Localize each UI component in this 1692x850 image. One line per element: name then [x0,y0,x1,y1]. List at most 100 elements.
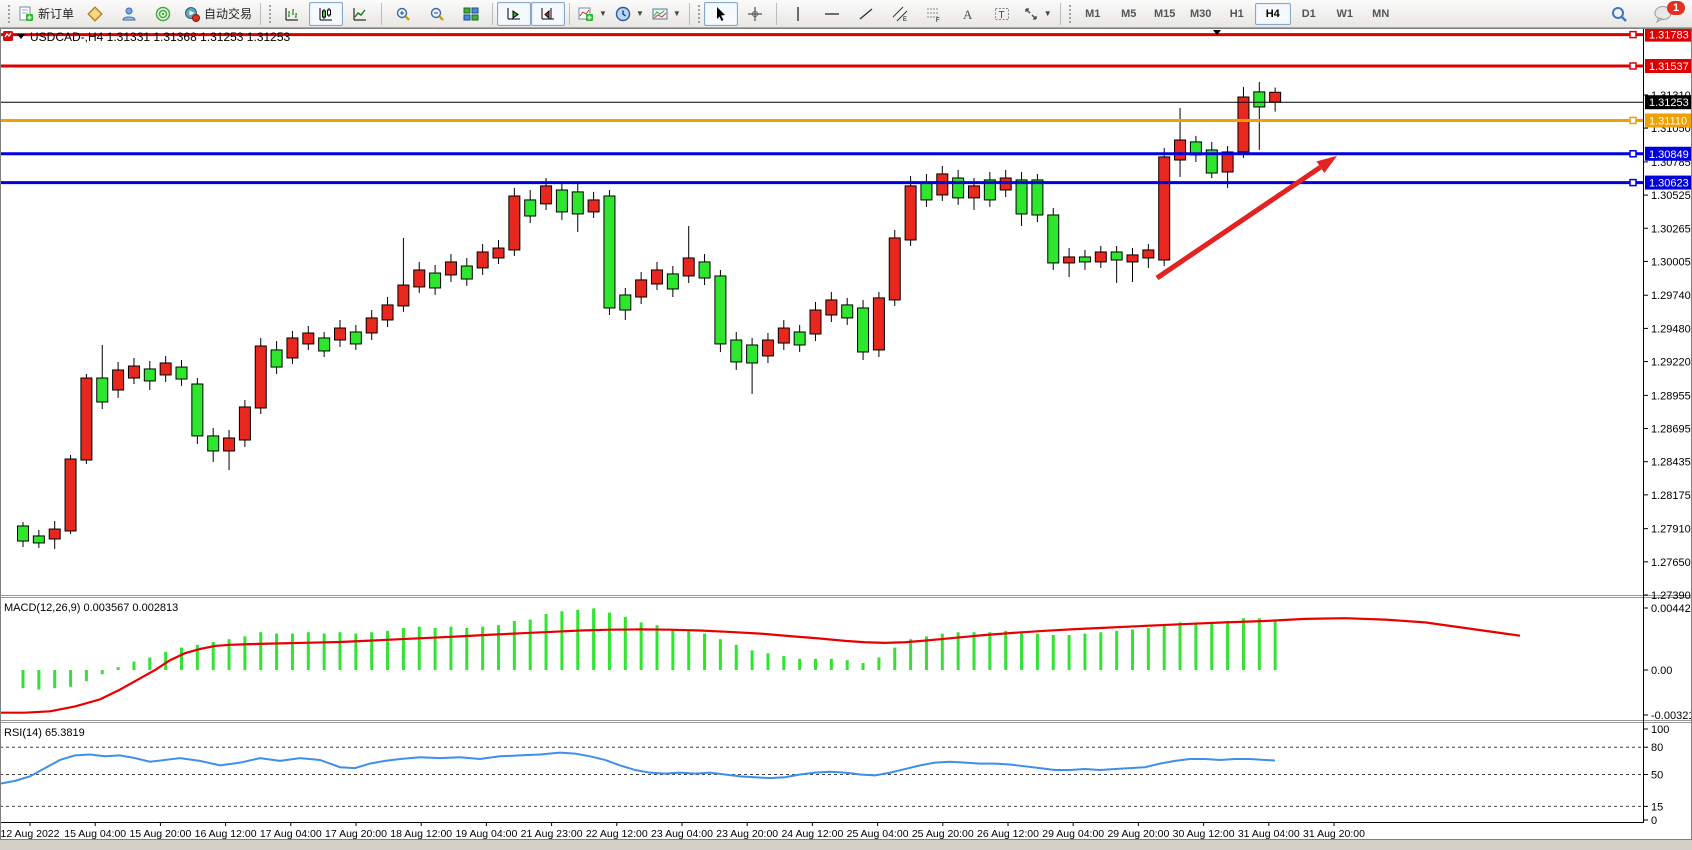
symbol-dropdown-icon [17,34,25,39]
news-button[interactable] [146,2,180,26]
toolbar-grip [696,3,701,24]
text-label-button[interactable]: T [985,2,1019,26]
timeframe-group: M1 M5 M15 M30 H1 H4 D1 W1 MN [1075,2,1399,25]
tile-windows-button[interactable] [454,2,488,26]
svg-text:1.27650: 1.27650 [1651,557,1691,569]
timeframe-button-M15[interactable]: M15 [1154,7,1176,20]
candles-layer [17,81,1282,549]
candlestick-chart-button[interactable] [309,1,344,26]
rsi-line [0,751,1276,785]
bar-chart-icon [284,6,300,22]
symbol-icon [3,31,13,41]
timeframe-button-M30[interactable]: M30 [1190,7,1212,20]
svg-text:31 Aug 04:00: 31 Aug 04:00 [1238,828,1300,840]
chart-shift-button[interactable] [531,1,566,26]
zoom-in-icon [395,6,411,22]
zoom-out-button[interactable] [420,2,454,26]
chart-canvas[interactable]: 1.313101.310501.307851.305251.302651.300… [0,28,1692,840]
search-icon [1610,5,1628,23]
svg-text:50: 50 [1651,770,1663,782]
svg-text:1.28175: 1.28175 [1651,490,1691,502]
svg-text:1.30623: 1.30623 [1649,178,1689,190]
fibonacci-icon: F [926,6,942,22]
search-button[interactable] [1602,2,1636,26]
toolbar-separator [492,2,494,25]
svg-text:0.004429: 0.004429 [1651,603,1692,615]
new-order-button[interactable]: 新订单 [14,2,78,26]
new-order-icon [18,6,34,22]
svg-text:30 Aug 12:00: 30 Aug 12:00 [1173,828,1235,840]
cursor-button[interactable] [703,1,738,26]
hline-handle [1629,150,1637,158]
horizontal-line-icon [824,6,840,22]
svg-text:19 Aug 04:00: 19 Aug 04:00 [455,828,517,840]
svg-text:1.31110: 1.31110 [1649,115,1687,127]
svg-text:-0.003212: -0.003212 [1651,710,1692,722]
dropdown-caret: ▼ [1043,9,1052,18]
templates-button[interactable]: ▼ [648,2,685,26]
accounts-icon [121,6,137,22]
fibonacci-button[interactable]: F [917,2,951,26]
svg-text:29 Aug 20:00: 29 Aug 20:00 [1107,828,1169,840]
periods-button[interactable]: ▼ [611,2,648,26]
svg-text:1.27390: 1.27390 [1651,590,1691,602]
timeframe-button-MN[interactable]: MN [1372,7,1390,20]
trend-arrow-head [1316,155,1337,173]
accounts-button[interactable] [112,2,146,26]
market-watch-icon [87,5,103,22]
time-axis: 12 Aug 2022 15 Aug 04:00 15 Aug 20:00 16 Au… [1,822,1365,840]
svg-text:1.28695: 1.28695 [1651,424,1691,436]
svg-text:22 Aug 12:00: 22 Aug 12:00 [586,828,648,840]
timeframe-button-H4[interactable]: H4 [1254,2,1291,25]
text-icon: A [960,6,976,22]
equidistant-channel-button[interactable]: E [883,2,917,26]
toolbar-separator [1059,2,1061,25]
svg-text:RSI(14) 65.3819: RSI(14) 65.3819 [4,727,85,739]
toolbar-grip [7,3,11,24]
svg-text:80: 80 [1651,742,1663,754]
timeframe-button-W1[interactable]: W1 [1336,7,1353,20]
svg-text:1.29220: 1.29220 [1651,357,1691,369]
svg-text:24 Aug 12:00: 24 Aug 12:00 [781,828,843,840]
svg-text:1.27910: 1.27910 [1651,524,1691,536]
line-chart-button[interactable] [343,2,377,26]
arrows-button[interactable]: ▼ [1019,2,1056,26]
market-watch-button[interactable] [78,2,112,26]
svg-text:1.29740: 1.29740 [1651,290,1691,302]
svg-text:1.31537: 1.31537 [1649,61,1689,73]
toolbar-separator [260,2,262,25]
toolbar: 新订单 自动交易 [0,0,1692,28]
dropdown-caret: ▼ [672,9,681,18]
text-button[interactable]: A [951,2,985,26]
dropdown-caret: ▼ [599,9,607,18]
trend-arrow [1155,165,1322,281]
crosshair-button[interactable] [738,2,772,26]
zoom-in-button[interactable] [386,2,420,26]
trendline-button[interactable] [849,2,883,26]
toolbar-separator [569,2,571,25]
bar-chart-button[interactable] [275,2,309,26]
hline-handle [1629,116,1637,125]
templates-icon [652,6,668,22]
hlines-layer: 1.31783 1.31537 1.31110 1.30849 1.30623 1.312… [0,28,1691,190]
svg-text:18 Aug 12:00: 18 Aug 12:00 [390,828,452,840]
indicators-button[interactable]: ▼ [574,2,611,26]
timeframe-button-H1[interactable]: H1 [1229,7,1244,20]
timeframe-button-D1[interactable]: D1 [1301,7,1316,20]
vertical-line-button[interactable] [781,2,815,26]
notifications-button[interactable]: 1 [1646,0,1685,26]
svg-text:F: F [936,18,940,22]
autotrading-icon [184,6,201,22]
svg-text:25 Aug 04:00: 25 Aug 04:00 [847,828,909,840]
svg-text:12 Aug 2022: 12 Aug 2022 [1,828,60,840]
auto-scroll-icon [506,6,522,22]
svg-text:1.29480: 1.29480 [1651,323,1691,335]
cursor-icon [713,6,729,22]
auto-scroll-button[interactable] [497,1,532,26]
timeframe-button-M5[interactable]: M5 [1121,7,1137,20]
autotrading-button[interactable]: 自动交易 [180,2,256,26]
horizontal-line-button[interactable] [815,2,849,26]
svg-text:T: T [998,10,1004,21]
news-icon [155,6,171,22]
timeframe-button-M1[interactable]: M1 [1085,7,1101,20]
